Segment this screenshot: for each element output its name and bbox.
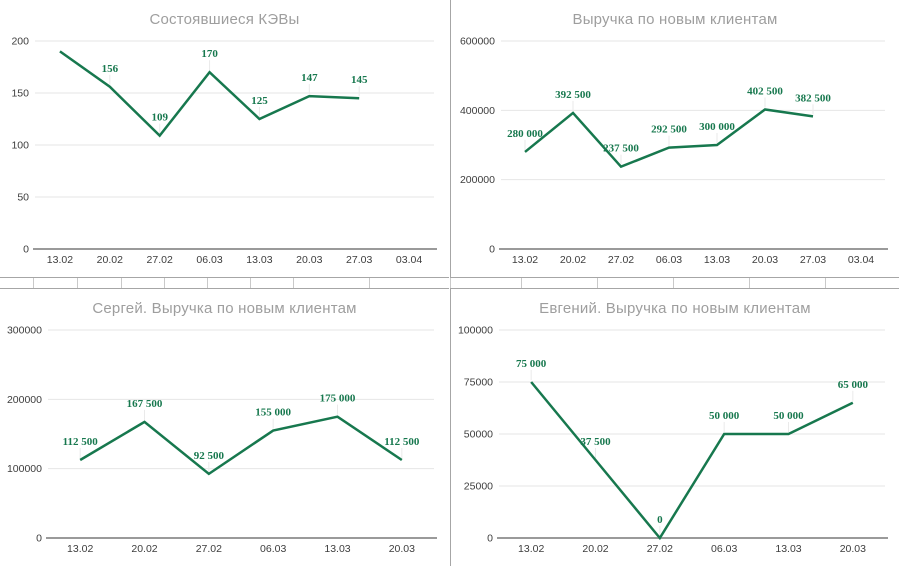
chart-title-revenue-evgeny: Евгений. Выручка по новым клиентам [539,300,811,317]
svg-text:27.03: 27.03 [346,254,372,266]
svg-text:200000: 200000 [7,394,42,406]
svg-text:112 500: 112 500 [384,436,420,448]
svg-text:0: 0 [487,533,493,545]
svg-text:13.03: 13.03 [324,543,350,555]
svg-text:13.02: 13.02 [512,254,538,266]
svg-text:600000: 600000 [460,36,495,48]
cell-border [250,278,251,288]
cell-border [164,278,165,288]
svg-text:392 500: 392 500 [555,89,591,101]
chart-panel-revenue-sergey[interactable]: Сергей. Выручка по новым клиентам 0 10000… [0,288,449,566]
svg-text:92 500: 92 500 [194,450,225,462]
svg-text:200000: 200000 [460,174,495,186]
line-chart-revenue-evgeny: 0 25000 50000 75000 100000 13.02 20.02 27.02 06.… [458,325,888,555]
line-chart-revenue-sergey: 0 100000 200000 300000 13.02 20.02 27.02 06.03 1… [7,325,437,555]
svg-text:27.02: 27.02 [647,543,673,555]
svg-text:0: 0 [36,533,42,545]
svg-text:0: 0 [23,244,29,256]
chart-title-kev: Состоявшиеся КЭВы [149,11,300,28]
svg-text:300000: 300000 [7,325,42,337]
svg-text:292 500: 292 500 [651,124,687,136]
cell-border [597,278,598,288]
cell-border [749,278,750,288]
svg-text:156: 156 [102,63,119,75]
svg-text:100: 100 [11,140,29,152]
svg-text:100000: 100000 [458,325,493,337]
svg-text:147: 147 [301,72,318,84]
chart-title-revenue-total: Выручка по новым клиентам [572,11,778,28]
chart-panel-revenue-evgeny[interactable]: Евгений. Выручка по новым клиентам 0 2500… [450,288,899,566]
cell-border [369,278,370,288]
svg-text:167 500: 167 500 [127,398,163,410]
chart-panel-revenue-total[interactable]: Выручка по новым клиентам 0 200000 400000 6… [450,0,899,278]
svg-text:13.02: 13.02 [518,543,544,555]
cell-border [450,278,451,288]
svg-text:13.03: 13.03 [704,254,730,266]
svg-text:100000: 100000 [7,463,42,475]
svg-text:27.02: 27.02 [608,254,634,266]
svg-text:145: 145 [351,74,368,86]
svg-text:382 500: 382 500 [795,92,831,104]
svg-text:20.02: 20.02 [560,254,586,266]
svg-text:200: 200 [11,36,29,48]
svg-text:20.02: 20.02 [97,254,123,266]
cell-border [293,278,294,288]
svg-text:13.03: 13.03 [775,543,801,555]
line-chart-kev: 0 50 100 150 200 13.02 20.02 27.02 06.03 13.03 20.… [11,36,437,266]
svg-text:06.03: 06.03 [711,543,737,555]
svg-text:37 500: 37 500 [580,436,611,448]
svg-text:0: 0 [657,514,663,526]
svg-text:237 500: 237 500 [603,143,639,155]
svg-text:402 500: 402 500 [747,85,783,97]
svg-text:03.04: 03.04 [848,254,874,266]
svg-text:13.02: 13.02 [47,254,73,266]
svg-text:125: 125 [251,95,268,107]
svg-text:06.03: 06.03 [196,254,222,266]
svg-text:20.02: 20.02 [582,543,608,555]
svg-text:150: 150 [11,88,29,100]
svg-text:20.03: 20.03 [752,254,778,266]
cell-border [33,278,34,288]
svg-text:20.03: 20.03 [389,543,415,555]
cell-border [825,278,826,288]
svg-text:20.02: 20.02 [131,543,157,555]
chart-panel-kev[interactable]: Состоявшиеся КЭВы 0 50 100 150 200 13.02 20.02… [0,0,449,278]
svg-text:0: 0 [489,244,495,256]
svg-text:25000: 25000 [464,481,493,493]
svg-text:300 000: 300 000 [699,121,735,133]
svg-text:65 000: 65 000 [838,379,869,391]
svg-text:175 000: 175 000 [320,393,356,405]
cell-border [673,278,674,288]
svg-text:20.03: 20.03 [296,254,322,266]
svg-text:06.03: 06.03 [656,254,682,266]
chart-title-revenue-sergey: Сергей. Выручка по новым клиентам [92,300,357,317]
svg-text:170: 170 [201,48,218,60]
svg-text:50 000: 50 000 [773,410,804,422]
cell-border [77,278,78,288]
svg-text:155 000: 155 000 [255,407,291,419]
line-chart-revenue-total: 0 200000 400000 600000 13.02 20.02 27.02 06.03 1… [460,36,888,266]
svg-text:50000: 50000 [464,429,493,441]
svg-text:27.02: 27.02 [196,543,222,555]
svg-text:27.03: 27.03 [800,254,826,266]
cell-border [207,278,208,288]
svg-text:50 000: 50 000 [709,410,740,422]
svg-text:50: 50 [17,192,29,204]
cell-border [121,278,122,288]
svg-text:75000: 75000 [464,377,493,389]
svg-text:06.03: 06.03 [260,543,286,555]
svg-text:03.04: 03.04 [396,254,422,266]
svg-text:75 000: 75 000 [516,358,547,370]
svg-text:27.02: 27.02 [147,254,173,266]
svg-text:109: 109 [151,112,168,124]
svg-text:20.03: 20.03 [840,543,866,555]
spreadsheet-row-strip [0,278,899,288]
svg-text:112 500: 112 500 [63,436,99,448]
svg-text:400000: 400000 [460,105,495,117]
svg-text:280 000: 280 000 [507,128,543,140]
svg-text:13.02: 13.02 [67,543,93,555]
cell-border [521,278,522,288]
svg-text:13.03: 13.03 [246,254,272,266]
